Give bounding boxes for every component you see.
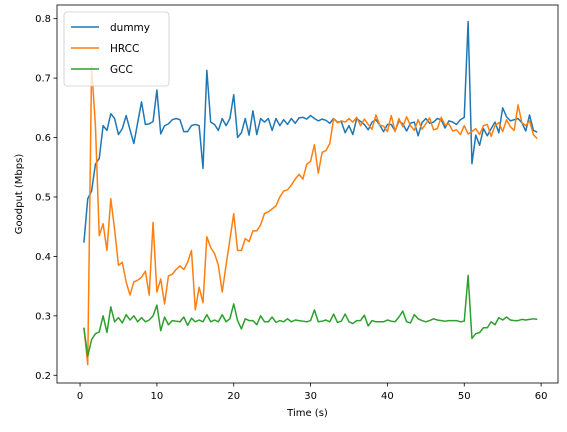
y-axis-label: Goodput (Mbps)	[14, 154, 25, 235]
y-tick-label: 0.8	[35, 14, 51, 25]
x-tick-label: 10	[151, 391, 164, 402]
y-tick-label: 0.6	[35, 133, 51, 144]
x-axis-label: Time (s)	[286, 408, 328, 419]
x-tick-label: 20	[227, 391, 240, 402]
series-line-dummy	[83, 20, 538, 243]
series-line-gcc	[83, 274, 538, 357]
y-tick-label: 0.4	[35, 252, 51, 263]
y-tick-label: 0.2	[35, 371, 51, 382]
legend-box	[63, 11, 170, 87]
x-tick-label: 60	[535, 391, 548, 402]
x-tick-label: 40	[381, 391, 394, 402]
series-layer	[83, 20, 538, 366]
plot-frame	[56, 4, 559, 384]
series-line-hrcc	[83, 65, 538, 366]
y-tick-label: 0.7	[35, 74, 51, 85]
x-axis-ticks: 0 10 20 30 40 50 60	[77, 383, 548, 402]
legend-label-gcc: GCC	[110, 64, 133, 76]
legend: dummy HRCC GCC	[63, 11, 170, 87]
legend-label-dummy: dummy	[110, 22, 150, 34]
y-tick-label: 0.3	[35, 311, 51, 322]
y-tick-label: 0.5	[35, 192, 51, 203]
y-axis-ticks: 0.2 0.3 0.4 0.5 0.6 0.7 0.8	[35, 14, 57, 382]
legend-label-hrcc: HRCC	[110, 43, 139, 55]
x-tick-label: 30	[304, 391, 317, 402]
x-tick-label: 50	[458, 391, 471, 402]
x-tick-label: 0	[77, 391, 83, 402]
